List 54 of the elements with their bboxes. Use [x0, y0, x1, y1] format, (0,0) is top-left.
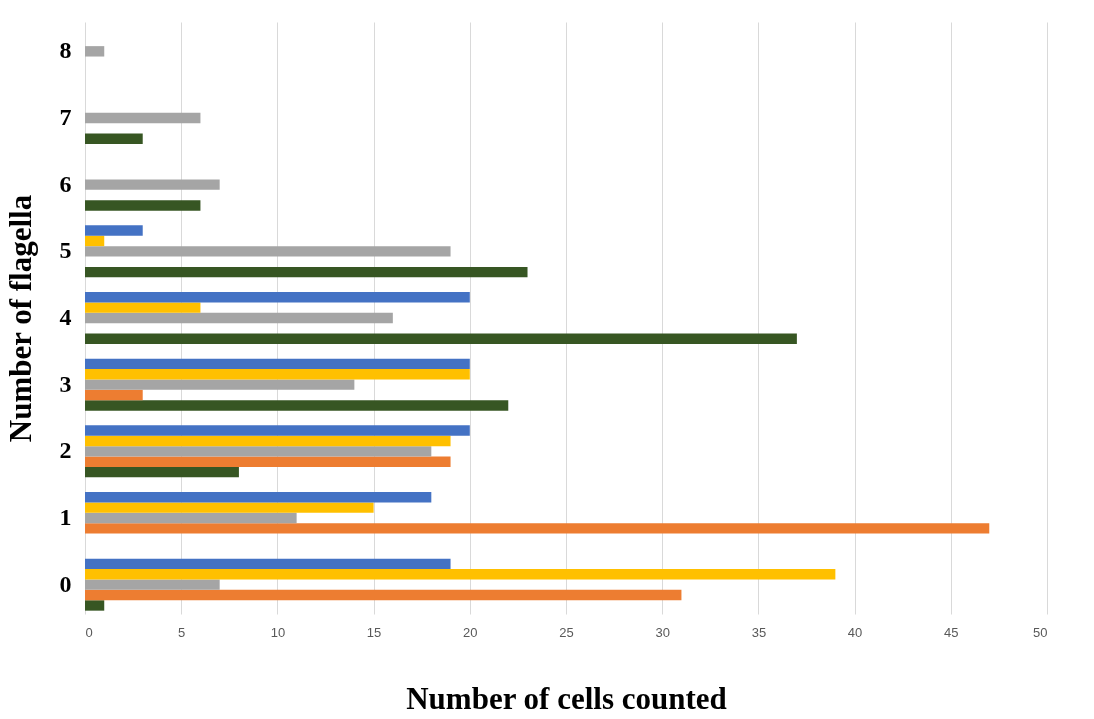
bar	[85, 333, 797, 344]
bar	[85, 112, 201, 124]
x-tick-label: 25	[559, 624, 574, 640]
y-tick-label: 3	[59, 370, 72, 397]
bar	[85, 200, 201, 211]
x-tick-label: 15	[366, 624, 382, 640]
bar	[85, 302, 201, 313]
bar	[85, 569, 836, 580]
x-tick-label: 10	[270, 624, 286, 640]
bar	[85, 358, 470, 370]
bar	[85, 369, 470, 380]
bar	[85, 425, 470, 436]
bar	[85, 502, 374, 513]
x-axis-title: Number of cells counted	[406, 680, 727, 716]
x-tick-label: 50	[1033, 624, 1048, 640]
x-tick-label: 5	[178, 624, 186, 640]
x-tick-label: 0	[85, 624, 93, 640]
bar	[85, 400, 509, 411]
bar	[85, 225, 143, 236]
bar	[85, 389, 143, 401]
y-axis-title: Number of flagella	[2, 194, 38, 443]
x-tick-label: 45	[944, 624, 959, 640]
x-tick-label: 30	[655, 624, 670, 640]
bar	[85, 512, 297, 524]
bar	[85, 379, 355, 390]
y-tick-label: 5	[59, 237, 72, 264]
bar	[85, 492, 432, 503]
bar	[85, 466, 239, 478]
bar	[85, 579, 220, 590]
bar	[85, 456, 451, 467]
bar	[85, 246, 451, 257]
bar	[85, 235, 105, 247]
y-tick-label: 4	[59, 304, 72, 330]
bar	[85, 312, 393, 324]
x-tick-label: 20	[463, 624, 478, 640]
bar	[85, 600, 105, 611]
y-tick-label: 0	[59, 570, 72, 597]
y-tick-label: 1	[59, 504, 72, 530]
bar	[85, 446, 432, 457]
bar	[85, 523, 990, 534]
y-tick-label: 6	[59, 170, 72, 197]
x-tick-label: 35	[751, 624, 767, 640]
x-tick-label: 40	[847, 624, 863, 640]
bar	[85, 558, 451, 570]
y-tick-label: 7	[59, 104, 72, 130]
bar	[85, 292, 470, 303]
bar	[85, 589, 682, 601]
bar	[85, 46, 105, 57]
y-tick-label: 8	[59, 37, 72, 64]
y-tick-label: 2	[59, 437, 72, 464]
bar	[85, 179, 220, 190]
bar	[85, 435, 451, 447]
bar	[85, 133, 143, 144]
bar	[85, 266, 528, 278]
